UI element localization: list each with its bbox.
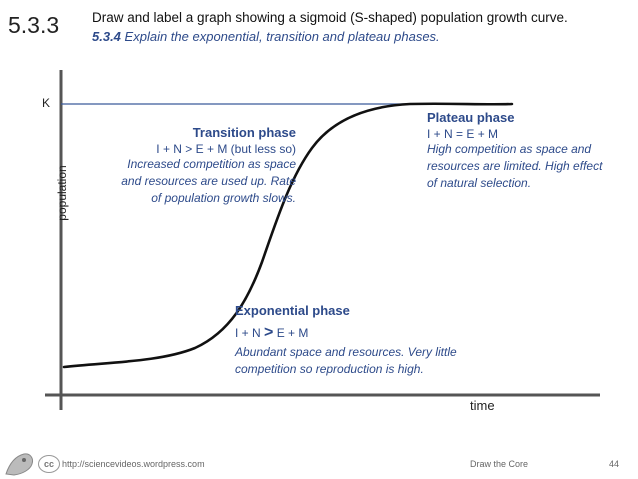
exponential-line: Abundant space and resources. Very littl…: [235, 345, 457, 359]
subtitle-code: 5.3.4: [92, 29, 121, 44]
k-label: K: [42, 96, 51, 110]
transition-heading: Transition phase: [192, 125, 296, 140]
plateau-heading: Plateau phase: [427, 110, 515, 125]
section-code: 5.3.3: [8, 12, 60, 38]
transition-line: of population growth slows.: [151, 191, 296, 205]
plateau-formula: I + N = E + M: [427, 127, 499, 141]
transition-phase-box: Transition phase I + N > E + M (but less…: [104, 125, 296, 207]
plateau-description: High competition as space and resources …: [427, 141, 627, 192]
exponential-heading: Exponential phase: [235, 303, 350, 318]
logo-icon: [5, 453, 33, 476]
page-subtitle: 5.3.4 Explain the exponential, transitio…: [92, 29, 440, 44]
footer-brand: Draw the Core: [470, 459, 529, 469]
transition-description: Increased competition as space and resou…: [104, 156, 296, 207]
subtitle-text: Explain the exponential, transition and …: [124, 29, 440, 44]
x-axis-label: time: [470, 398, 495, 413]
plateau-line: of natural selection.: [427, 176, 532, 190]
transition-line: Increased competition as space: [127, 157, 296, 171]
exponential-line: competition so reproduction is high.: [235, 362, 424, 376]
y-axis-label: population: [55, 165, 69, 221]
exponential-description: Abundant space and resources. Very littl…: [235, 344, 495, 378]
plateau-line: High competition as space and: [427, 142, 592, 156]
page-number: 44: [609, 459, 620, 469]
plateau-phase-box: Plateau phase I + N = E + M High competi…: [427, 110, 627, 192]
cc-license-icon: cc: [38, 455, 60, 473]
footer-url[interactable]: http://sciencevideos.wordpress.com: [62, 459, 205, 469]
plateau-line: resources are limited. High effect: [427, 159, 603, 173]
transition-formula: I + N > E + M (but less so): [156, 142, 296, 156]
exponential-phase-box: Exponential phase I + N > E + M Abundant…: [235, 303, 495, 378]
formula-right: E + M: [276, 326, 309, 340]
page-title: Draw and label a graph showing a sigmoid…: [92, 10, 568, 25]
exponential-formula: I + N > E + M: [235, 324, 495, 342]
formula-operator: >: [264, 324, 274, 341]
transition-line: and resources are used up. Rate: [121, 174, 296, 188]
formula-left: I + N: [235, 326, 261, 340]
sigmoid-curve: [62, 102, 514, 369]
